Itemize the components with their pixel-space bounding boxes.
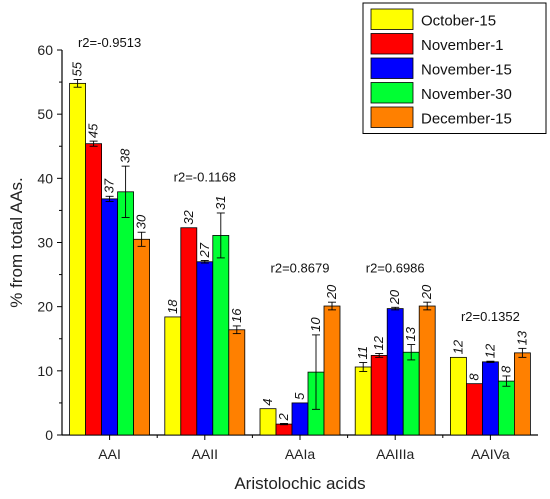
bar (323, 305, 341, 436)
y-tick-label: 10 (37, 363, 53, 379)
data-label: 20 (387, 289, 402, 305)
y-tick-label: 30 (37, 235, 53, 251)
bar (117, 191, 134, 436)
x-tick-label: AAII (192, 446, 218, 462)
data-label: 12 (371, 335, 386, 350)
y-tick-label: 0 (45, 427, 53, 443)
bar (85, 143, 102, 436)
bar (275, 423, 293, 436)
y-tick-label: 50 (37, 106, 53, 122)
data-label: 8 (498, 365, 513, 373)
data-label: 10 (308, 317, 323, 332)
legend-swatch (370, 8, 414, 30)
y-tick-label: 40 (37, 170, 53, 186)
bar (180, 227, 198, 436)
legend: October-15 November-1 November-15 November-… (362, 2, 547, 134)
r2-annotation: r2=0.8679 (271, 261, 330, 276)
bar (69, 82, 86, 436)
legend-label: November-1 (421, 37, 504, 54)
x-tick-label: AAIIIa (376, 446, 414, 462)
legend-swatch (370, 33, 414, 55)
legend-swatch (370, 57, 414, 79)
data-label: 31 (213, 196, 228, 210)
bar (101, 198, 118, 436)
r2-annotation: r2=-0.1168 (174, 170, 236, 185)
data-label: 55 (70, 61, 85, 76)
legend-label: October-15 (421, 13, 496, 30)
bar (481, 361, 499, 436)
data-label: 30 (134, 214, 149, 229)
bar (228, 329, 246, 436)
bar (402, 351, 420, 436)
bar (133, 238, 151, 436)
data-label: 2 (276, 412, 291, 421)
r2-annotation: r2=-0.9513 (78, 35, 141, 50)
data-label: 13 (514, 330, 529, 345)
bar (449, 356, 467, 436)
data-label: 37 (102, 178, 117, 193)
legend-swatch (370, 106, 414, 128)
y-axis-title: % from total AAs. (7, 177, 26, 307)
bar (196, 261, 214, 436)
data-label: 27 (197, 242, 212, 258)
bar (497, 380, 515, 436)
bar (418, 305, 436, 436)
bar (354, 366, 372, 436)
data-label: 12 (450, 339, 465, 354)
data-label: 8 (466, 373, 481, 381)
data-label: 13 (403, 326, 418, 341)
data-label: 45 (86, 123, 101, 138)
plot-area: 0102030405060AAI5545373830AAII1832273116… (37, 35, 538, 462)
data-label: 38 (118, 148, 133, 163)
x-axis-title: Aristolochic acids (234, 474, 365, 493)
y-tick-label: 60 (37, 42, 53, 58)
bar (514, 352, 531, 436)
data-label: 16 (229, 308, 244, 323)
data-label: 12 (482, 343, 497, 358)
data-label: 32 (181, 210, 196, 225)
r2-annotation: r2=0.6986 (366, 261, 425, 276)
data-label: 5 (292, 392, 307, 400)
x-tick-label: AAIVa (471, 446, 510, 462)
data-label: 4 (260, 398, 275, 405)
bar (386, 308, 404, 436)
legend-swatch (370, 82, 414, 104)
data-label: 18 (165, 299, 180, 314)
data-label: 20 (419, 284, 434, 300)
data-label: 20 (324, 284, 339, 300)
y-tick-label: 20 (37, 299, 53, 315)
x-tick-label: AAIa (285, 446, 316, 462)
data-label: 11 (355, 346, 370, 360)
bar (370, 355, 388, 436)
x-tick-label: AAI (98, 446, 121, 462)
bar (259, 408, 277, 436)
bar (164, 316, 182, 436)
bar (465, 383, 483, 436)
bar (212, 235, 230, 436)
legend-label: December-15 (421, 111, 512, 128)
legend-label: November-15 (421, 62, 512, 79)
legend-label: November-30 (421, 86, 512, 103)
r2-annotation: r2=0.1352 (461, 309, 520, 324)
bar (291, 402, 309, 436)
